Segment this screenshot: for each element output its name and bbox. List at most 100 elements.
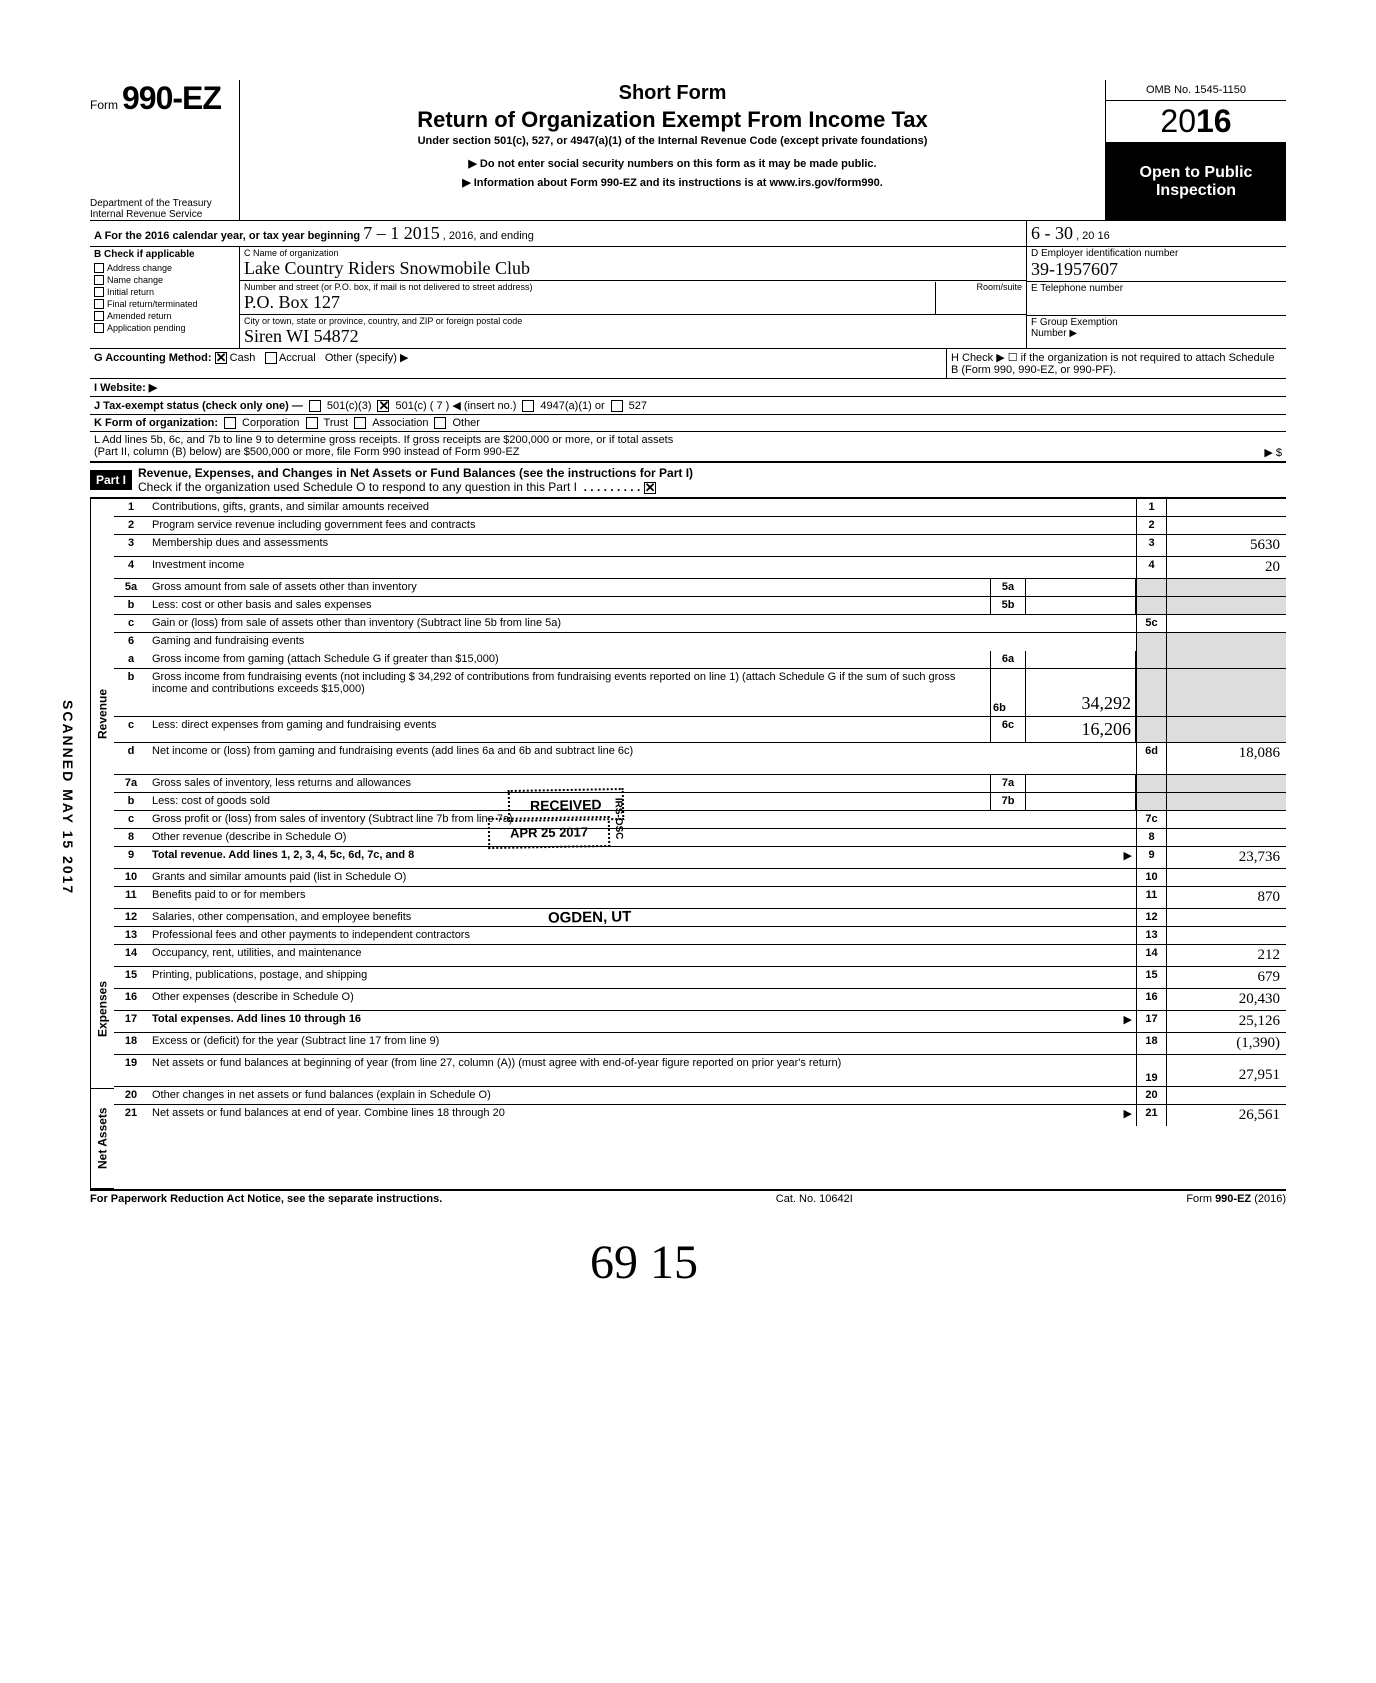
cb-corporation[interactable] [224, 417, 236, 429]
line-6b: bGross income from fundraising events (n… [114, 669, 1286, 717]
revenue-side-label: Revenue [90, 499, 114, 929]
line-9-desc: Total revenue. Add lines 1, 2, 3, 4, 5c,… [152, 849, 414, 861]
line-a-yr: , 20 16 [1076, 230, 1110, 242]
org-name-value: Lake Country Riders Snowmobile Club [244, 258, 1022, 279]
line-2: 2Program service revenue including gover… [114, 517, 1286, 535]
group-exemption-label: F Group Exemption [1031, 317, 1282, 328]
ein-value: 39-1957607 [1031, 259, 1282, 280]
cb-final-return[interactable]: Final return/terminated [90, 298, 239, 310]
row-l-arrow: ▶ $ [1264, 446, 1282, 459]
line-12-desc: Salaries, other compensation, and employ… [152, 911, 411, 923]
subtitle-2: ▶ Do not enter social security numbers o… [248, 157, 1097, 170]
ein-label: D Employer identification number [1031, 248, 1282, 259]
line-1: 1Contributions, gifts, grants, and simil… [114, 499, 1286, 517]
row-h-text: H Check ▶ ☐ if the organization is not r… [946, 349, 1286, 378]
cb-amended-return[interactable]: Amended return [90, 310, 239, 322]
open-line2: Inspection [1108, 182, 1284, 200]
netassets-side-label: Net Assets [90, 1089, 114, 1189]
cb-501c3[interactable] [309, 400, 321, 412]
line-16: 16Other expenses (describe in Schedule O… [114, 989, 1286, 1011]
subtitle-1: Under section 501(c), 527, or 4947(a)(1)… [248, 135, 1097, 147]
part1-table: Revenue Expenses Net Assets 1Contributio… [90, 497, 1286, 1189]
line-9: 9 Total revenue. Add lines 1, 2, 3, 4, 5… [114, 847, 1286, 869]
row-g: G Accounting Method: Cash Accrual Other … [90, 348, 1286, 378]
scanned-side-label: SCANNED MAY 15 2017 [60, 700, 76, 895]
line-6: 6Gaming and fundraising events [114, 633, 1286, 651]
part1-title: Revenue, Expenses, and Changes in Net As… [138, 466, 693, 480]
col-b-checkboxes: B Check if applicable Address change Nam… [90, 247, 240, 348]
other-specify-label: Other (specify) ▶ [325, 352, 409, 364]
line-6a: aGross income from gaming (attach Schedu… [114, 651, 1286, 669]
part1-header-row: Part I Revenue, Expenses, and Changes in… [90, 461, 1286, 497]
subtitle-3: ▶ Information about Form 990-EZ and its … [248, 176, 1097, 189]
line-17-desc: Total expenses. Add lines 10 through 16 [152, 1013, 361, 1025]
line-19: 19Net assets or fund balances at beginni… [114, 1055, 1286, 1087]
cb-cash[interactable] [215, 352, 227, 364]
opt-501c3: 501(c)(3) [327, 400, 372, 412]
city-label: City or town, state or province, country… [244, 316, 1022, 326]
year-bold: 16 [1196, 103, 1232, 139]
line-7b: b Less: cost of goods sold RECEIVED 7b [114, 793, 1286, 811]
line-17: 17Total expenses. Add lines 10 through 1… [114, 1011, 1286, 1033]
row-l: L Add lines 5b, 6c, and 7b to line 9 to … [90, 431, 1286, 461]
cb-trust[interactable] [306, 417, 318, 429]
org-name-label: C Name of organization [244, 248, 1022, 258]
open-to-public: Open to Public Inspection [1106, 143, 1286, 220]
part1-sub: Check if the organization used Schedule … [138, 480, 577, 494]
line-7c: cGross profit or (loss) from sales of in… [114, 811, 1286, 829]
line-7b-desc: Less: cost of goods sold [152, 795, 270, 807]
date-stamp: IRS-OSC APR 25 2017 [488, 816, 611, 849]
cb-association[interactable] [354, 417, 366, 429]
line-5a: 5aGross amount from sale of assets other… [114, 579, 1286, 597]
title-block: Short Form Return of Organization Exempt… [240, 80, 1106, 220]
line-15: 15Printing, publications, postage, and s… [114, 967, 1286, 989]
street-value: P.O. Box 127 [244, 292, 1022, 313]
cb-schedule-o[interactable] [644, 482, 656, 494]
cb-accrual[interactable] [265, 352, 277, 364]
footer-right: Form 990-EZ (2016) [1186, 1193, 1286, 1205]
room-label: Room/suite [935, 282, 1022, 315]
street-label: Number and street (or P.O. box, if mail … [244, 282, 1022, 292]
line-21: 21Net assets or fund balances at end of … [114, 1105, 1286, 1126]
form-label: Form [90, 98, 118, 112]
line-a-begin: 7 – 1 2015 [363, 223, 440, 243]
opt-501c: 501(c) ( 7 ) ◀ (insert no.) [395, 399, 516, 412]
cb-name-change[interactable]: Name change [90, 274, 239, 286]
row-j: J Tax-exempt status (check only one) — 5… [90, 396, 1286, 414]
col-b-header: B Check if applicable [90, 247, 239, 262]
cb-527[interactable] [611, 400, 623, 412]
phone-label: E Telephone number [1031, 283, 1282, 294]
footer-row: For Paperwork Reduction Act Notice, see … [90, 1189, 1286, 1205]
opt-corporation: Corporation [242, 417, 299, 429]
line-a-end: 6 - 30 [1031, 223, 1073, 243]
accounting-method-label: G Accounting Method: [94, 352, 212, 364]
opt-4947: 4947(a)(1) or [540, 400, 604, 412]
line-6d: dNet income or (loss) from gaming and fu… [114, 743, 1286, 775]
line-5c: cGain or (loss) from sale of assets othe… [114, 615, 1286, 633]
line-20: 20Other changes in net assets or fund ba… [114, 1087, 1286, 1105]
footer-left: For Paperwork Reduction Act Notice, see … [90, 1193, 442, 1205]
line-6c: cLess: direct expenses from gaming and f… [114, 717, 1286, 743]
line-12: 12 Salaries, other compensation, and emp… [114, 909, 1286, 927]
omb-number: OMB No. 1545-1150 [1106, 80, 1286, 101]
cb-501c[interactable] [377, 400, 389, 412]
cb-initial-return[interactable]: Initial return [90, 286, 239, 298]
line-14: 14Occupancy, rent, utilities, and mainte… [114, 945, 1286, 967]
bottom-handwriting-area: 69 15 [90, 1205, 1286, 1325]
cb-address-change[interactable]: Address change [90, 262, 239, 274]
return-title: Return of Organization Exempt From Incom… [248, 107, 1097, 133]
cb-application-pending[interactable]: Application pending [90, 322, 239, 334]
dept-line2: Internal Revenue Service [90, 209, 235, 220]
line-8-desc: Other revenue (describe in Schedule O) [152, 831, 346, 843]
header-row: Form 990-EZ Department of the Treasury I… [90, 80, 1286, 220]
cb-other-org[interactable] [434, 417, 446, 429]
line-3: 3Membership dues and assessments35630 [114, 535, 1286, 557]
row-l-line2: (Part II, column (B) below) are $500,000… [94, 446, 520, 459]
line-18: 18Excess or (deficit) for the year (Subt… [114, 1033, 1286, 1055]
cb-4947[interactable] [522, 400, 534, 412]
form-number: 990-EZ [122, 80, 221, 117]
row-l-line1: L Add lines 5b, 6c, and 7b to line 9 to … [94, 434, 1282, 446]
stamp-ogden: OGDEN, UT [548, 908, 632, 926]
form-990ez-page: Form 990-EZ Department of the Treasury I… [90, 80, 1286, 1325]
opt-association: Association [372, 417, 428, 429]
